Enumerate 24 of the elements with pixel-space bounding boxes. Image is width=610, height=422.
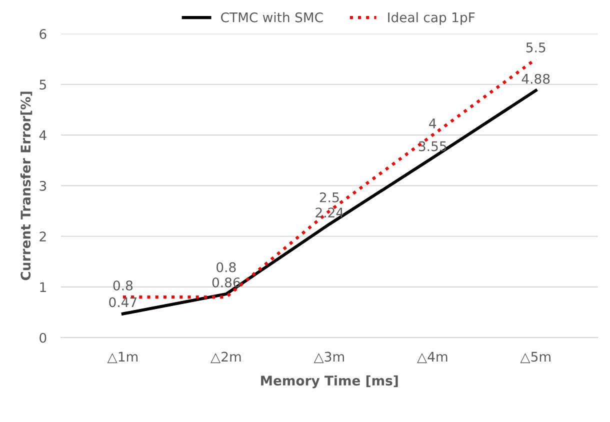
data-label: 4.88: [522, 74, 550, 84]
x-tick-label: △5m: [520, 352, 550, 364]
x-tick-label: △4m: [416, 352, 448, 364]
y-tick-label: 3: [40, 180, 46, 191]
x-tick-label: △1m: [107, 352, 138, 364]
legend-label: CTMC with SMC: [221, 12, 323, 22]
x-tick-label: △3m: [314, 352, 344, 364]
x-axis-title: Memory Time [ms]: [261, 375, 398, 388]
y-tick-label: 4: [39, 130, 46, 140]
legend-label: Ideal cap 1pF: [388, 12, 475, 25]
data-label: 2.5: [320, 192, 339, 202]
data-label: 0.8: [216, 262, 236, 272]
data-label: 0.47: [109, 297, 136, 308]
data-label: 4: [429, 118, 436, 128]
y-tick-label: 0: [40, 332, 46, 343]
y-tick-label: 6: [40, 28, 46, 39]
data-label: 0.8: [113, 280, 133, 290]
y-tick-label: 2: [40, 232, 46, 242]
y-axis-title: Current Transfer Error[%]: [20, 92, 32, 280]
x-tick-label: △2m: [210, 352, 241, 364]
data-label: 5.5: [526, 42, 546, 52]
y-tick-label: 1: [40, 282, 46, 292]
data-label: 0.86: [212, 277, 240, 288]
y-tick-label: 5: [40, 80, 46, 90]
